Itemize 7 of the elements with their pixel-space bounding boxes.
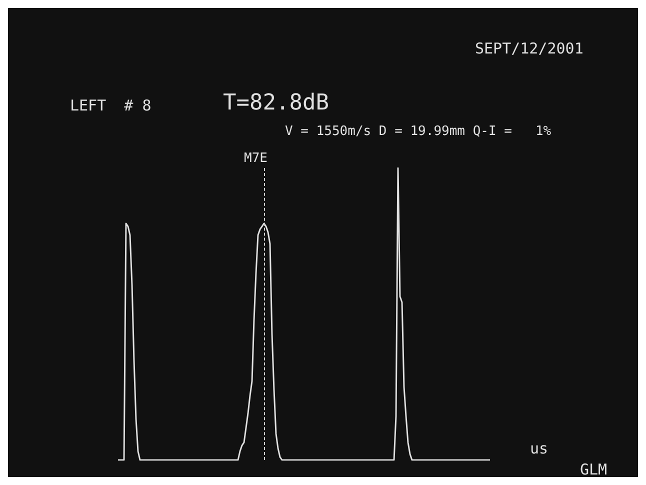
text: SEPT/12/2001 xyxy=(475,40,584,58)
text: LEFT # 8 xyxy=(70,96,152,114)
x-axis-title: us xyxy=(530,440,548,458)
text: T=82.8dB xyxy=(223,90,329,116)
text: GLM xyxy=(580,460,608,478)
text: M7E xyxy=(244,151,268,166)
text: V = 1550m/s D = 19.99mm Q-I = 1% xyxy=(285,124,552,139)
